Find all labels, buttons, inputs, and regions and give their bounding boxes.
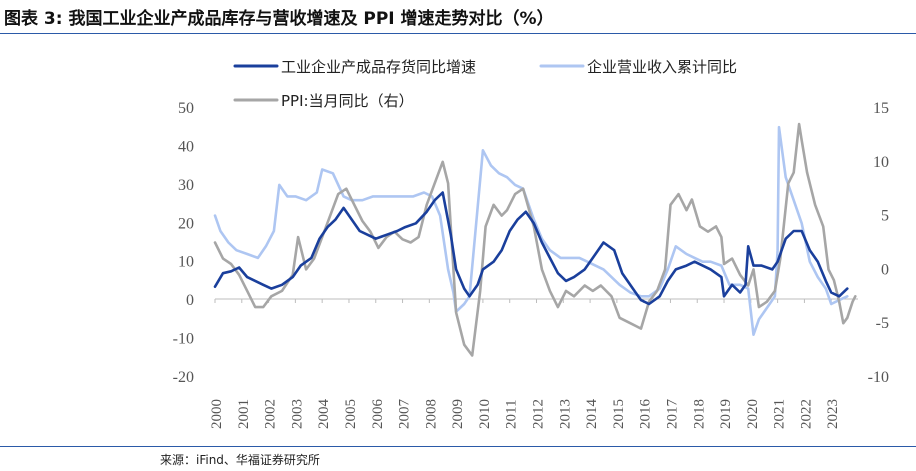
source-note: 来源：iFind、华福证券研究所 bbox=[160, 453, 320, 467]
x-tick-label: 2015 bbox=[611, 399, 627, 429]
left-tick-label: 10 bbox=[178, 254, 194, 271]
left-tick-label: 0 bbox=[186, 292, 194, 309]
x-tick-label: 2017 bbox=[664, 399, 680, 430]
x-tick-label: 2007 bbox=[397, 399, 413, 430]
left-tick-label: -10 bbox=[173, 331, 194, 348]
x-tick-label: 2019 bbox=[718, 399, 734, 429]
legend-label-inventory: 工业企业产成品存货同比增速 bbox=[281, 58, 476, 76]
right-tick-label: -10 bbox=[868, 369, 889, 386]
x-tick-label: 2011 bbox=[504, 400, 520, 429]
top-divider bbox=[0, 33, 916, 34]
series-line-revenue bbox=[213, 125, 849, 337]
left-tick-label: 30 bbox=[178, 177, 194, 194]
left-tick-label: 20 bbox=[178, 215, 194, 232]
left-tick-label: 50 bbox=[178, 100, 194, 117]
x-tick-label: 2013 bbox=[557, 399, 573, 429]
x-tick-label: 2012 bbox=[531, 399, 547, 429]
x-tick-label: 2022 bbox=[798, 399, 814, 429]
series-line-ppi bbox=[213, 122, 857, 357]
x-tick-label: 2020 bbox=[745, 399, 761, 429]
x-tick-label: 2003 bbox=[289, 399, 305, 429]
right-tick-label: -5 bbox=[876, 315, 889, 332]
left-tick-label: -20 bbox=[173, 369, 194, 386]
x-tick-label: 2014 bbox=[584, 399, 600, 430]
right-tick-label: 15 bbox=[873, 100, 889, 117]
x-tick-label: 2008 bbox=[423, 399, 439, 429]
bottom-divider bbox=[0, 446, 916, 447]
x-tick-label: 2006 bbox=[370, 399, 386, 430]
x-tick-label: 2016 bbox=[638, 399, 654, 430]
series-line-inventory bbox=[213, 191, 849, 306]
x-tick-label: 2023 bbox=[825, 399, 841, 429]
right-tick-label: 0 bbox=[881, 261, 889, 278]
x-tick-label: 2004 bbox=[316, 399, 332, 430]
legend-label-revenue: 企业营业收入累计同比 bbox=[587, 58, 737, 76]
legend: 工业企业产成品存货同比增速 企业营业收入累计同比 PPI:当月同比（右） bbox=[233, 58, 737, 110]
x-tick-label: 2005 bbox=[343, 399, 359, 429]
x-tick-label: 2009 bbox=[450, 399, 466, 429]
legend-label-ppi: PPI:当月同比（右） bbox=[281, 92, 414, 110]
x-tick-label: 2010 bbox=[477, 399, 493, 429]
chart-title: 图表 3: 我国工业企业产成品库存与营收增速及 PPI 增速走势对比（%） bbox=[4, 9, 554, 29]
x-tick-label: 2001 bbox=[236, 399, 252, 429]
x-tick-label: 2002 bbox=[263, 399, 279, 429]
x-tick-label: 2021 bbox=[772, 399, 788, 429]
right-tick-label: 10 bbox=[873, 154, 889, 171]
left-tick-label: 40 bbox=[178, 138, 194, 155]
x-tick-label: 2018 bbox=[691, 399, 707, 429]
chart: 工业企业产成品存货同比增速 企业营业收入累计同比 PPI:当月同比（右） 504… bbox=[173, 58, 889, 429]
plot-area bbox=[213, 122, 857, 357]
x-tick-label: 2000 bbox=[209, 399, 225, 429]
right-tick-label: 5 bbox=[881, 208, 889, 225]
